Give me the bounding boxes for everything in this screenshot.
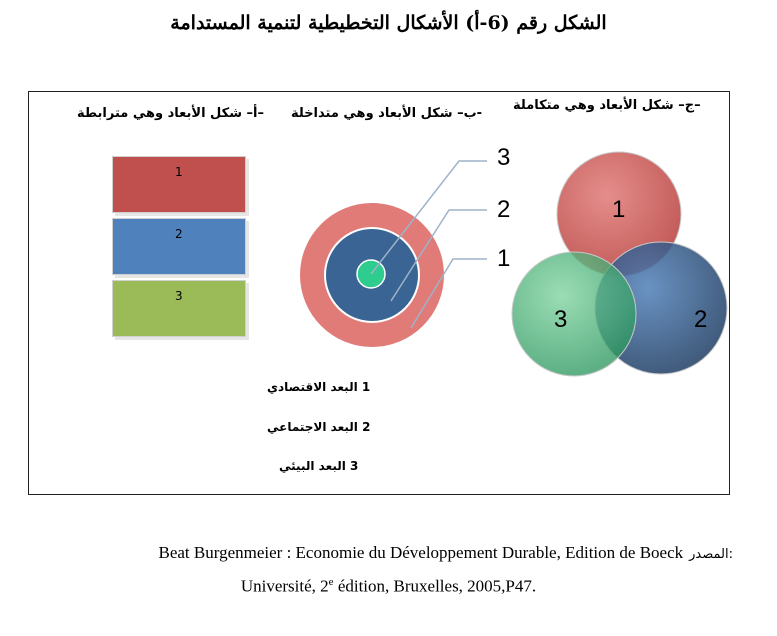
source-line-2: Université, 2e édition, Bruxelles, 2005,…	[0, 576, 777, 597]
figure-title: الشكل رقم (6-أ) الأشكال التخطيطية لتنمية…	[170, 12, 607, 34]
source-line2-pre: Université, 2	[240, 576, 329, 596]
venn-label-3: 3	[554, 306, 568, 333]
box-1: 1	[112, 156, 246, 213]
venn-circle-3	[511, 251, 637, 377]
panel-a-title: –أ– شكل الأبعاد وهي مترابطة	[77, 106, 264, 121]
venn-label-1: 1	[612, 196, 626, 223]
box-3-label: 3	[175, 289, 183, 303]
legend-text-3: البعد البيئي	[279, 459, 346, 473]
box-3: 3	[112, 280, 246, 337]
source-citation: Beat Burgenmeier : Economie du Développe…	[158, 543, 684, 562]
ring-label-1: 1	[497, 245, 511, 272]
ring-label-3: 3	[497, 144, 511, 171]
box-2: 2	[112, 218, 246, 275]
legend-num-2: 2	[362, 420, 371, 434]
source-label: المصدر:	[689, 547, 733, 562]
legend-text-1: البعد الاقتصادي	[267, 380, 358, 394]
source-line2-sup: e	[328, 576, 334, 588]
ring-label-2: 2	[497, 196, 511, 223]
source-line2-post: édition, Bruxelles, 2005,P47.	[333, 576, 537, 596]
leader-line-1	[410, 258, 487, 329]
legend-item-3: 3 البعد البيئي	[279, 459, 358, 473]
diagram-frame: –أ– شكل الأبعاد وهي مترابطة -ب– شكل الأب…	[28, 91, 730, 495]
leader-line-3	[370, 160, 487, 275]
legend-item-1: 1 البعد الاقتصادي	[267, 380, 370, 394]
panel-c-title: –ج– شكل الأبعاد وهي متكاملة	[513, 98, 701, 113]
panel-b-title: -ب– شكل الأبعاد وهي متداخلة	[291, 106, 483, 121]
venn-label-2: 2	[694, 306, 708, 333]
box-2-label: 2	[175, 227, 183, 241]
legend-num-1: 1	[361, 380, 371, 394]
legend-text-2: البعد الاجتماعي	[267, 420, 358, 434]
box-1-label: 1	[175, 165, 183, 179]
leader-line-2	[390, 209, 487, 302]
source-line-1: Beat Burgenmeier : Economie du Développe…	[158, 543, 733, 563]
legend-item-2: 2 البعد الاجتماعي	[267, 420, 370, 434]
legend-num-3: 3	[350, 459, 359, 473]
diagram-graphics	[300, 151, 728, 377]
